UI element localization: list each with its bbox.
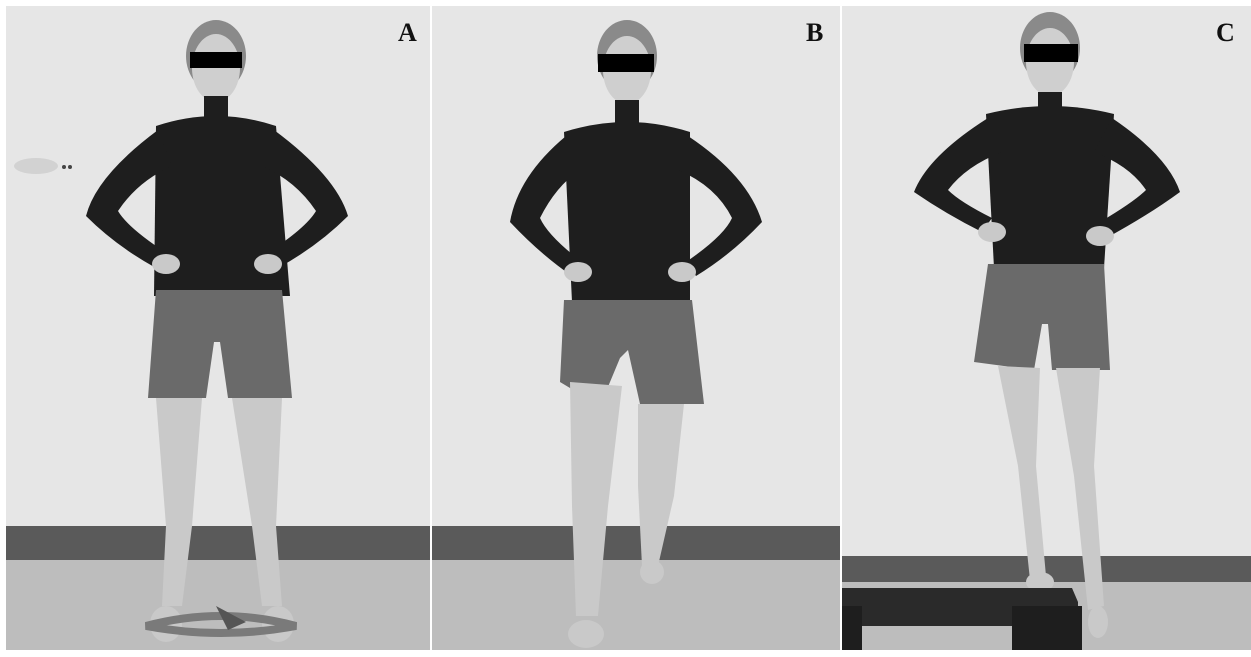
panel-c-photo <box>842 6 1251 650</box>
panel-b: B <box>432 6 840 650</box>
panel-a: A <box>6 6 430 650</box>
panel-c: C <box>842 6 1251 650</box>
panel-label-a: A <box>398 18 417 47</box>
panel-b-photo <box>432 6 840 650</box>
panel-a-photo <box>6 6 430 650</box>
panel-label-c: C <box>1216 18 1235 47</box>
panel-label-b: B <box>806 18 824 47</box>
